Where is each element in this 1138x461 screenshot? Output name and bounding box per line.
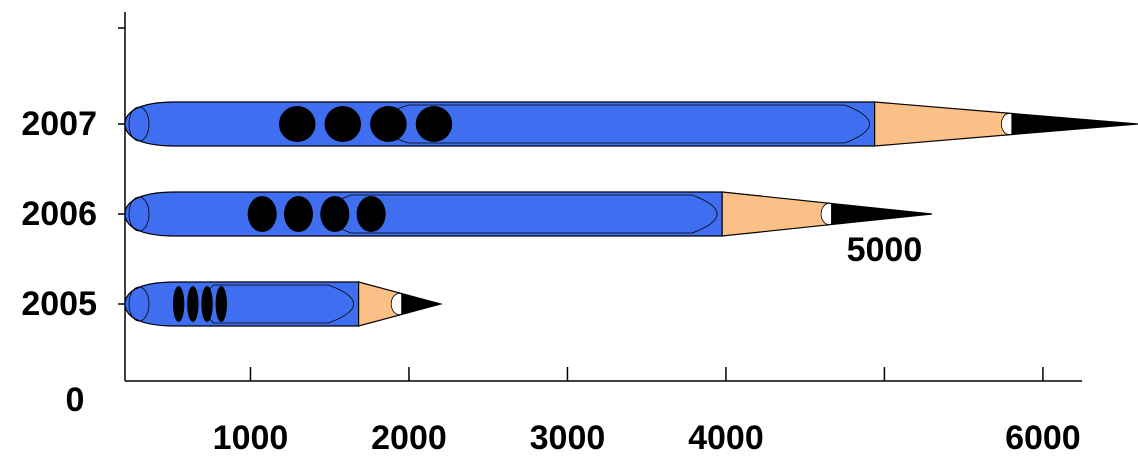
pencil-band (172, 286, 185, 322)
pencil-band (356, 196, 386, 232)
pencil-bar (124, 281, 443, 327)
pencil-band (187, 286, 199, 322)
x-tick-label: 5000 (847, 231, 923, 269)
pencil-bar (124, 101, 1138, 147)
pencil-band (370, 106, 407, 142)
pencil-edge (128, 286, 150, 322)
pencil-lead (1011, 113, 1138, 135)
y-tick-label: 2007 (21, 105, 97, 143)
pencil-edge (128, 106, 150, 142)
pencil-band (415, 106, 453, 142)
pencil-band (283, 196, 314, 232)
pencil-band (247, 196, 277, 232)
pencil-edge (128, 196, 150, 232)
x-tick-label: 1000 (213, 419, 289, 457)
x-tick-label: 2000 (371, 419, 447, 457)
y-tick-label: 2005 (21, 285, 97, 323)
x-tick-label: 6000 (1005, 419, 1081, 457)
pencil-band (278, 106, 316, 142)
pencil-band (320, 196, 350, 232)
pencil-bar (124, 191, 933, 237)
x-tick-label: 0 (66, 381, 85, 419)
y-tick-label: 2006 (21, 195, 97, 233)
x-tick-label: 4000 (688, 419, 764, 457)
pencil-lead (401, 293, 441, 315)
pencil-band (324, 106, 362, 142)
pencil-lead (831, 203, 932, 225)
pencil-band (215, 286, 227, 322)
x-tick-label: 3000 (530, 419, 606, 457)
pencil-band (201, 286, 213, 322)
